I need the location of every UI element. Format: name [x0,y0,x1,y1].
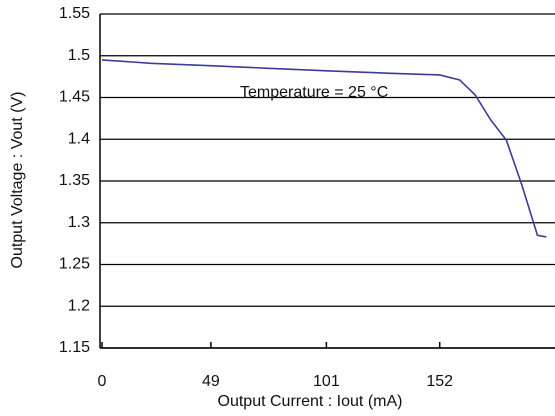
y-tick-label: 1.5 [68,47,90,64]
x-tick-label: 49 [202,373,220,390]
x-tick-label: 152 [426,373,453,390]
y-tick-label: 1.15 [59,339,90,356]
y-tick-label: 1.4 [68,130,90,147]
y-tick-label: 1.25 [59,256,90,273]
y-axis-label: Output Voltage : Vout (V) [9,92,26,269]
y-tick-label: 1.45 [59,89,90,106]
annotation: Temperature = 25 °C [240,84,388,101]
data-line [101,59,547,238]
y-tick-label: 1.55 [59,5,90,22]
x-tick-label: 0 [98,373,107,390]
y-tick-label: 1.35 [59,172,90,189]
y-tick-label: 1.2 [68,297,90,314]
y-tick-label: 1.3 [68,214,90,231]
x-tick-label: 101 [313,373,340,390]
x-axis-label: Output Current : Iout (mA) [218,393,403,410]
